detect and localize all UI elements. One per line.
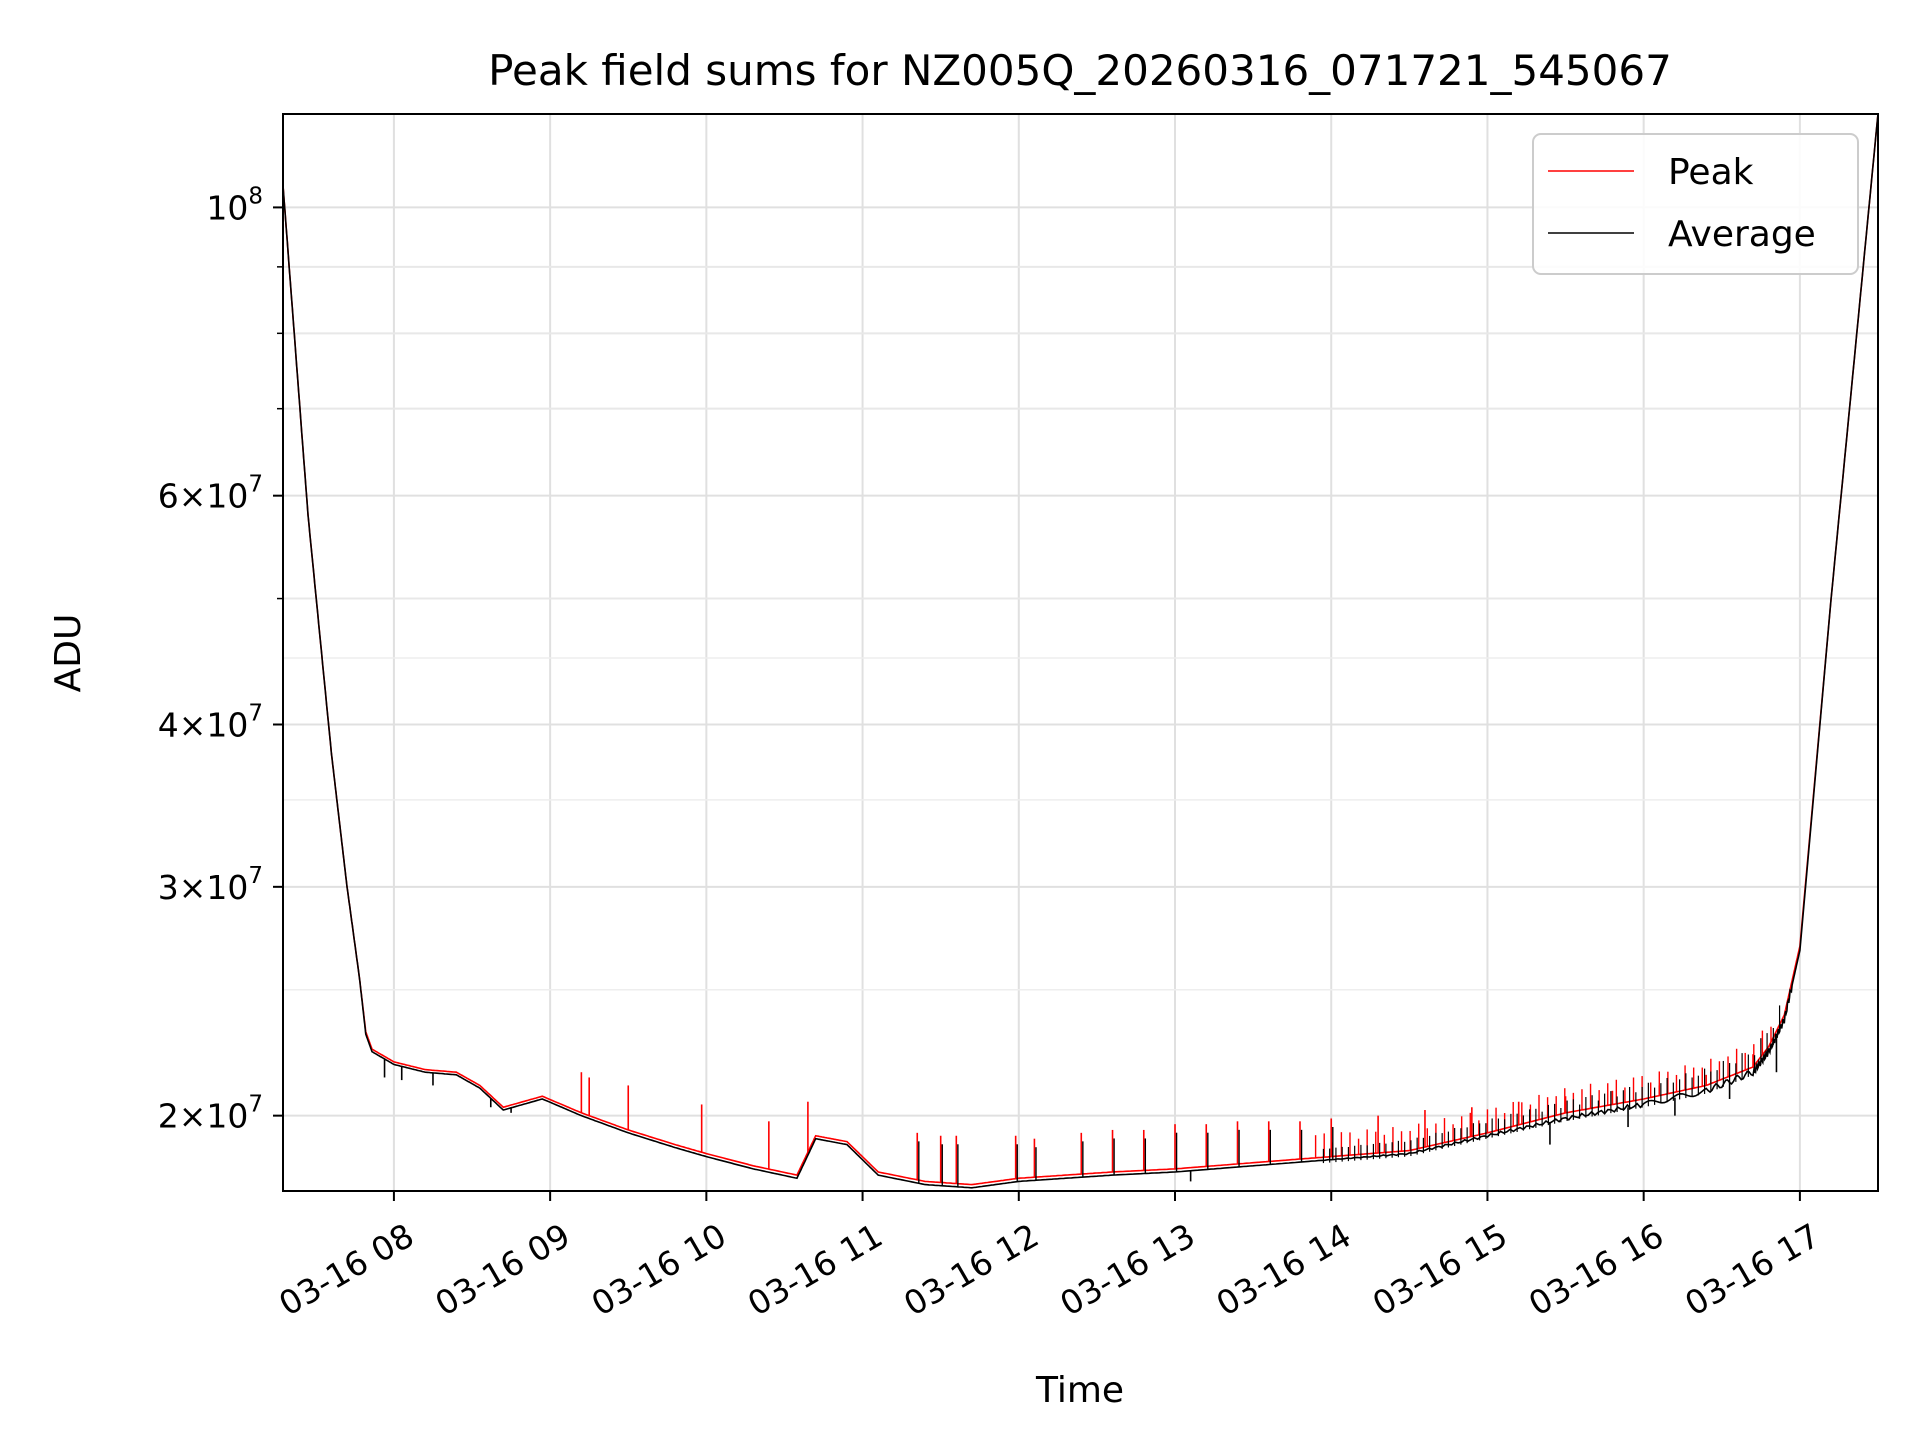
- series-peak-line: [283, 114, 1878, 1186]
- y-tick-label: 2×107: [158, 1092, 263, 1136]
- y-tick-label: 3×107: [158, 863, 263, 907]
- legend-peak-label: Peak: [1668, 152, 1754, 193]
- series-layer: [283, 114, 1878, 1189]
- grid: [283, 114, 1878, 1191]
- legend-average-label: Average: [1668, 214, 1816, 255]
- y-tick-label: 4×107: [158, 700, 263, 744]
- y-axis: 2×107 3×107 4×107 6×107 108: [158, 183, 283, 1136]
- chart-title: Peak field sums for NZ005Q_20260316_0717…: [488, 46, 1672, 95]
- x-axis-label: Time: [1035, 1370, 1124, 1411]
- y-tick-label: 108: [206, 183, 263, 227]
- legend-box: [1532, 133, 1859, 275]
- y-axis-label: ADU: [48, 614, 89, 693]
- y-tick-label: 6×107: [158, 472, 263, 516]
- legend: Peak Average: [1532, 133, 1859, 275]
- plot-frame: [282, 113, 1879, 1192]
- series-average-line: [283, 114, 1878, 1189]
